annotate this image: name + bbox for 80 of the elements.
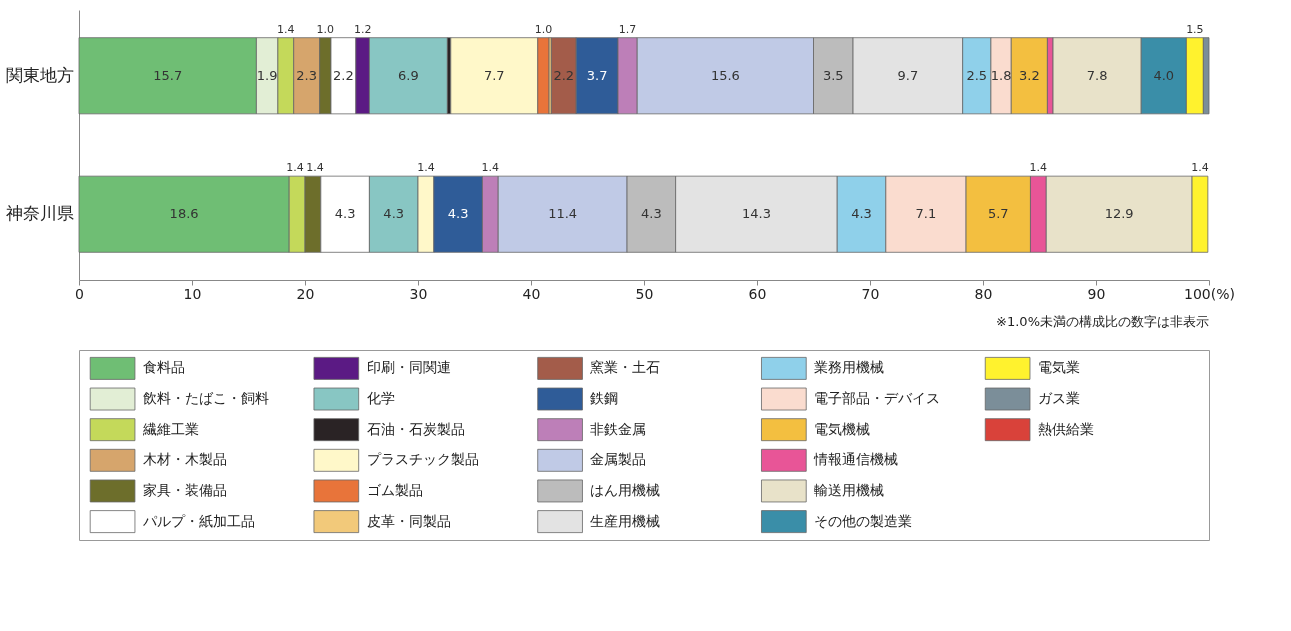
data-label: 4.3 — [641, 206, 662, 222]
legend-label: はん用機械 — [590, 481, 661, 498]
legend-label: 電気機械 — [814, 420, 871, 437]
data-label: 2.2 — [553, 67, 575, 83]
legend-label: 輸送用機械 — [814, 481, 885, 498]
x-tick-label: 60 — [748, 285, 767, 302]
data-label: 4.3 — [447, 206, 469, 222]
data-label: 11.4 — [548, 206, 578, 222]
data-label: 3.2 — [1018, 67, 1040, 83]
data-label: 4.0 — [1153, 67, 1175, 83]
data-label: 1.4 — [1029, 161, 1048, 175]
legend-label: 金属製品 — [590, 451, 647, 468]
data-label: 1.4 — [1191, 161, 1209, 175]
legend-label: プラスチック製品 — [366, 451, 479, 468]
data-label: 1.2 — [353, 22, 372, 36]
data-label: 3.5 — [822, 67, 844, 83]
legend-label: 電子部品・デバイス — [814, 390, 941, 407]
legend-label: 電気業 — [1037, 359, 1080, 376]
legend-label: 化学 — [366, 390, 395, 407]
x-tick-label: 30 — [409, 285, 428, 302]
legend-label: 木材・木製品 — [142, 451, 227, 468]
data-label: 1.4 — [481, 161, 500, 175]
data-label: 1.9 — [256, 67, 278, 83]
x-tick-label: 10 — [183, 285, 202, 302]
y-tick-label: 関東地方 — [5, 64, 74, 85]
data-label: 1.4 — [277, 22, 295, 36]
legend-label: 業務用機械 — [814, 359, 885, 376]
data-label: 9.7 — [897, 67, 919, 83]
legend-label: 飲料・たばこ・飼料 — [142, 390, 269, 407]
data-label: 4.3 — [334, 206, 356, 222]
legend-label: ガス業 — [1037, 390, 1080, 407]
legend-label: その他の製造業 — [814, 512, 913, 529]
legend-label: 熱供給業 — [1037, 420, 1094, 437]
data-label: 2.3 — [296, 67, 318, 83]
data-label: 7.8 — [1086, 67, 1108, 83]
legend-label: 情報通信機械 — [813, 451, 899, 468]
legend-label: 石油・石炭製品 — [366, 420, 465, 437]
text: ※1.0%未満の構成比の数字は非表示 — [996, 314, 1209, 329]
data-label: 1.0 — [316, 22, 335, 36]
data-label: 2.2 — [333, 67, 354, 83]
data-label: 1.4 — [417, 161, 435, 175]
data-label: 15.6 — [710, 67, 740, 83]
x-tick-label: 20 — [296, 285, 315, 302]
data-label: 15.7 — [153, 67, 183, 83]
x-tick-label: 70 — [861, 285, 880, 302]
data-label: 1.5 — [1186, 22, 1204, 36]
data-label: 4.3 — [383, 206, 405, 222]
legend-label: 皮革・同製品 — [366, 512, 451, 529]
data-label: 14.3 — [741, 206, 771, 222]
data-label: 7.7 — [483, 67, 505, 83]
x-tick-label: 0 — [75, 285, 84, 302]
data-label: 6.9 — [398, 67, 419, 83]
legend-label: パルプ・紙加工品 — [141, 512, 255, 529]
legend-label: 食料品 — [142, 359, 185, 376]
legend-label: 繊維工業 — [141, 420, 199, 437]
x-tick-label: 80 — [974, 285, 993, 302]
legend-label: 家具・装備品 — [142, 481, 227, 498]
legend-label: 鉄鋼 — [590, 390, 619, 407]
data-label: 1.4 — [286, 161, 304, 175]
data-label: 1.4 — [306, 161, 324, 175]
data-label: 18.6 — [169, 206, 199, 222]
x-tick-label: 40 — [522, 285, 541, 302]
legend-label: 印刷・同関連 — [366, 359, 451, 376]
data-label: 5.7 — [987, 206, 1009, 222]
y-tick-label: 神奈川県 — [5, 203, 74, 224]
x-tick-label: 90 — [1087, 285, 1106, 302]
legend-label: 窯業・土石 — [590, 359, 661, 376]
data-label: 2.5 — [966, 67, 988, 83]
legend-label: 生産用機械 — [590, 512, 661, 529]
data-label: 1.8 — [990, 67, 1012, 83]
legend-label: ゴム製品 — [366, 481, 423, 498]
data-label: 1.7 — [618, 22, 637, 36]
data-label: 3.7 — [586, 67, 608, 83]
x-tick-label: 50 — [635, 285, 654, 302]
x-tick-label: 100(%) — [1184, 285, 1235, 302]
data-label: 4.3 — [851, 206, 872, 222]
data-label: 12.9 — [1104, 206, 1134, 222]
legend-label: 非鉄金属 — [590, 420, 647, 437]
data-label: 1.0 — [534, 22, 553, 36]
data-label: 7.1 — [915, 206, 937, 222]
